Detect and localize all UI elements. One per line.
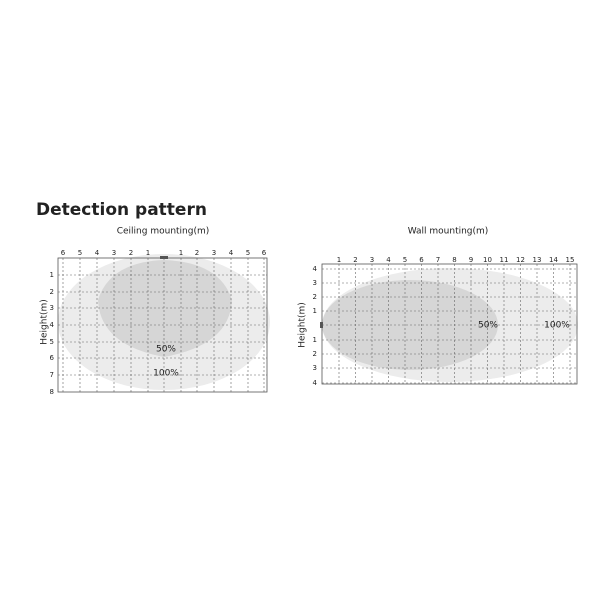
top-tick: 1: [179, 249, 183, 257]
zone-label: 50%: [478, 321, 498, 331]
top-tick: 4: [229, 249, 234, 257]
left-tick: 4: [50, 321, 55, 329]
top-tick: 4: [386, 256, 391, 264]
top-tick: 3: [112, 249, 116, 257]
top-tick: 5: [246, 249, 250, 257]
title: Detection pattern: [36, 200, 207, 220]
top-tick: 10: [483, 256, 492, 264]
sensor: [160, 256, 168, 259]
left-tick: 3: [313, 364, 317, 372]
left-tick: 3: [313, 279, 317, 287]
left-tick: 1: [50, 271, 54, 279]
top-tick: 14: [549, 256, 558, 264]
left-tick: 2: [313, 293, 317, 301]
zone-label: 50%: [156, 345, 176, 355]
top-tick: 6: [61, 249, 66, 257]
top-tick: 1: [337, 256, 341, 264]
left-tick: 2: [50, 288, 54, 296]
top-tick: 8: [452, 256, 456, 264]
axis-label: Height(m): [40, 299, 50, 345]
top-tick: 2: [353, 256, 357, 264]
grid-border: [321, 263, 578, 385]
sensor: [320, 322, 323, 328]
left-tick: 7: [50, 371, 54, 379]
left-tick: 1: [313, 307, 317, 315]
top-tick: 7: [436, 256, 440, 264]
top-tick: 13: [533, 256, 542, 264]
left-tick: 3: [50, 304, 54, 312]
top-tick: 3: [370, 256, 374, 264]
panels: Ceiling mounting(m)Height(m)6 5 4 3 2 1 1 2 3 4 5 6…: [40, 227, 578, 396]
inner-zone: [98, 260, 232, 357]
left-tick: 4: [313, 379, 318, 387]
grid-border: [57, 257, 268, 393]
left-tick: 8: [50, 388, 54, 396]
top-tick: 1: [146, 249, 150, 257]
top-tick: 6: [419, 256, 424, 264]
top-tick: 11: [500, 256, 509, 264]
zone-label: 100%: [544, 321, 570, 331]
top-tick: 6: [262, 249, 267, 257]
zone-label: 100%: [153, 369, 179, 379]
left-tick: 6: [50, 354, 55, 362]
axis-label: Height(m): [298, 302, 308, 348]
left-tick: 1: [313, 336, 317, 344]
panel-title: Ceiling mounting(m): [117, 227, 210, 237]
top-tick: 12: [516, 256, 525, 264]
top-tick: 5: [403, 256, 407, 264]
panel-title: Wall mounting(m): [408, 227, 489, 237]
top-tick: 4: [95, 249, 100, 257]
top-tick: 3: [212, 249, 216, 257]
top-tick: 5: [78, 249, 82, 257]
top-tick: 15: [566, 256, 575, 264]
left-tick: 2: [313, 350, 317, 358]
top-tick: 2: [129, 249, 133, 257]
left-tick: 4: [313, 265, 318, 273]
top-tick: 9: [469, 256, 473, 264]
top-tick: 2: [195, 249, 199, 257]
left-tick: 5: [50, 338, 54, 346]
